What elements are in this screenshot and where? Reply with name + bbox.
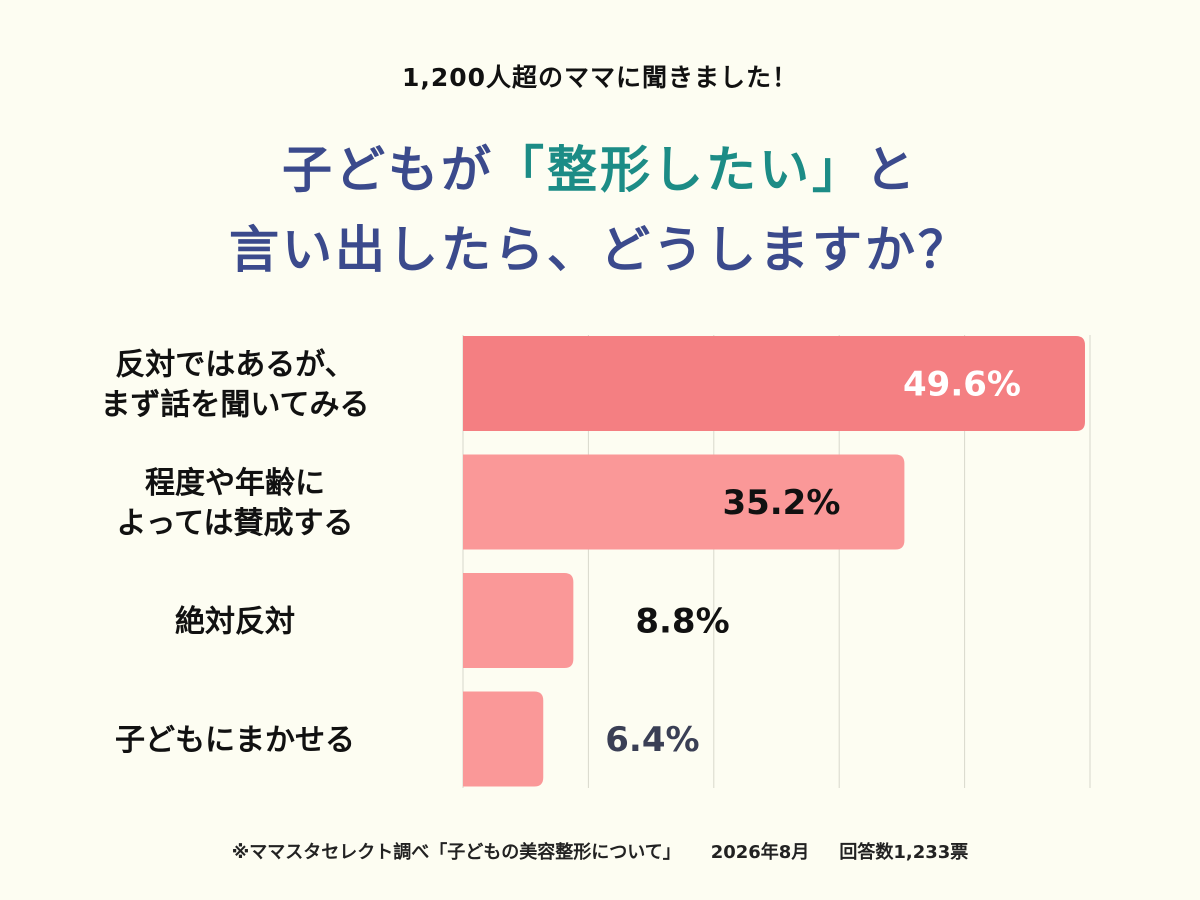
- bar: [463, 691, 544, 787]
- category-label: 絶対反対: [175, 605, 295, 640]
- title-line-2: 言い出したら、どうしますか？: [229, 221, 971, 279]
- respondent-count: 回答数1,233票: [839, 842, 969, 863]
- value-label: 6.4%: [605, 720, 699, 760]
- bar: [463, 336, 1085, 431]
- title-line-1: 子どもが「整形したい」と: [0, 130, 1200, 210]
- category-label: よっては賛成する: [117, 506, 354, 541]
- chart-title: 子どもが「整形したい」と 言い出したら、どうしますか？: [0, 130, 1200, 290]
- bar: [463, 454, 905, 550]
- category-label: 反対ではあるが、: [115, 348, 354, 383]
- survey-subtitle: 1,200人超のママに聞きました！: [401, 63, 799, 92]
- title-part-after: と: [865, 141, 918, 199]
- category-label: まず話を聞いてみる: [100, 388, 369, 423]
- category-label: 子どもにまかせる: [115, 723, 355, 758]
- survey-date: 2026年8月: [710, 842, 810, 863]
- source-note: ※ママスタセレクト調べ「子どもの美容整形について」: [231, 842, 681, 863]
- value-label: 49.6%: [903, 365, 1021, 405]
- title-highlight: 「整形したい」: [494, 141, 865, 199]
- title-part-before: 子どもが: [282, 141, 494, 199]
- bar: [463, 573, 574, 668]
- category-label: 程度や年齢に: [145, 466, 325, 501]
- value-label: 35.2%: [722, 483, 840, 523]
- footer: ※ママスタセレクト調べ「子どもの美容整形について」 2026年8月 回答数1,233…: [0, 838, 1200, 864]
- value-label: 8.8%: [635, 602, 729, 642]
